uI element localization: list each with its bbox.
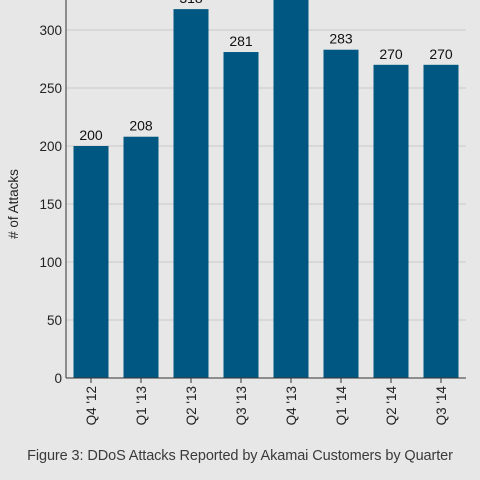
bar-1 [73,146,109,378]
y-axis-title: # of Attacks [6,169,21,239]
data-label: 208 [129,118,153,134]
y-tick-label: 250 [39,81,62,96]
bar-5 [273,0,309,378]
x-tick-label: Q4 '13 [284,386,299,425]
bar-4 [223,52,259,378]
data-label: 200 [79,127,103,143]
y-tick-label: 100 [39,255,62,270]
x-tick-label: Q4 '12 [84,386,99,425]
figure-caption: Figure 3: DDoS Attacks Reported by Akama… [27,448,453,464]
data-label: 318 [179,0,203,6]
bar-3 [173,9,209,379]
bar-8 [423,64,459,379]
axes: 0 50 100 150 200 250 300 # of Attacks Q4 '12 Q1 '… [6,0,466,425]
bar-series: 200208318281346283270270 [73,0,459,379]
x-tick-label: Q1 '13 [134,386,149,425]
y-tick-label: 150 [39,197,62,212]
bar-7 [373,64,409,379]
y-tick-label: 200 [39,139,62,154]
x-tick-label: Q2 '13 [184,386,199,425]
x-tick-label: Q3 '13 [234,386,249,425]
x-tick-label: Q1 '14 [334,386,349,426]
x-tick-label: Q2 '14 [384,386,399,426]
y-tick-label: 50 [47,313,62,328]
y-tick-label: 0 [54,371,62,386]
data-label: 270 [429,46,453,62]
x-tick-label: Q3 '14 [434,386,449,426]
bar-2 [123,136,159,378]
data-label: 270 [379,46,403,62]
data-label: 283 [329,31,353,47]
y-tick-label: 300 [39,23,62,38]
bar-6 [323,49,359,378]
data-label: 281 [229,33,253,49]
